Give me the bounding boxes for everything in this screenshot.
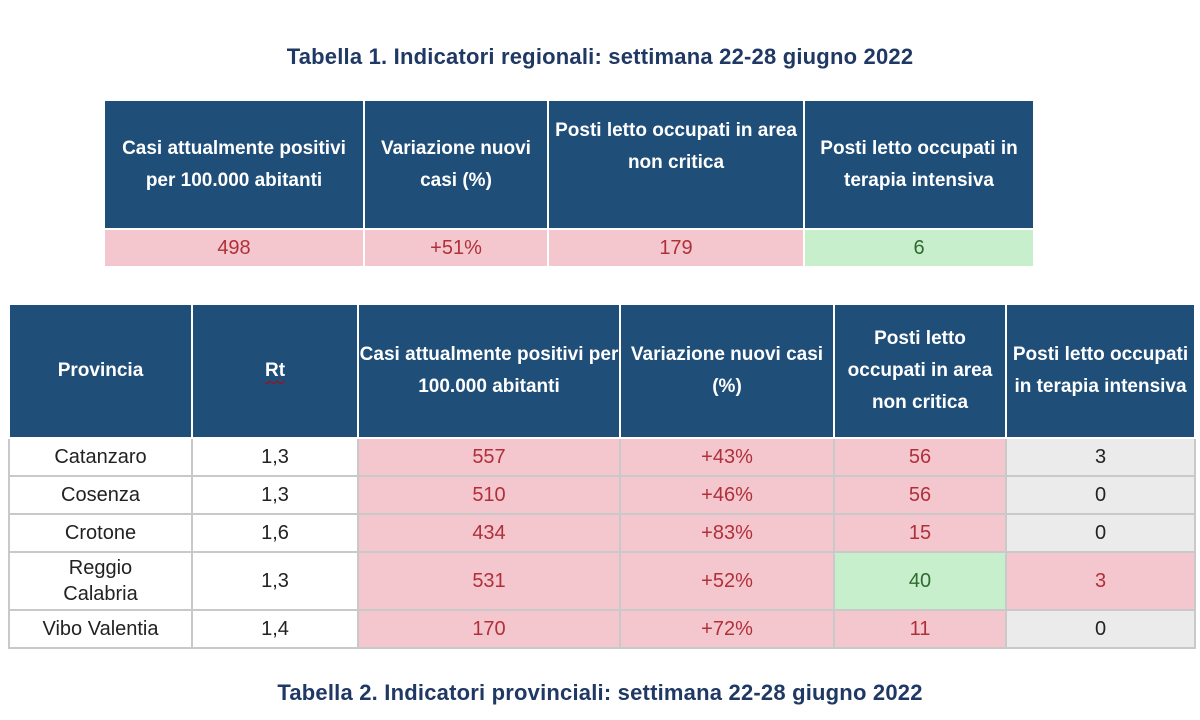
cell-rt: 1,4 xyxy=(191,609,359,649)
header-posti-non-critica: Posti letto occupati in area non critica xyxy=(833,303,1007,439)
cell-posti-terapia: 0 xyxy=(1005,609,1196,649)
value-posti-non-critica: 179 xyxy=(547,228,805,268)
cell-casi-positivi: 510 xyxy=(357,475,621,515)
cell-provincia: Vibo Valentia xyxy=(8,609,193,649)
cell-casi-positivi: 170 xyxy=(357,609,621,649)
header-posti-non-critica: Posti letto occupati in area non critica xyxy=(547,99,805,230)
header-casi-positivi: Casi attualmente positivi per 100.000 ab… xyxy=(357,303,621,439)
table-header-row: Provincia Rt Casi attualmente positivi p… xyxy=(8,303,1196,439)
header-variazione: Variazione nuovi casi (%) xyxy=(363,99,549,230)
value-casi-positivi: 498 xyxy=(103,228,365,268)
cell-posti-non-critica: 56 xyxy=(833,475,1007,515)
cell-provincia: Reggio Calabria xyxy=(8,551,193,611)
table-header-row: Casi attualmente positivi per 100.000 ab… xyxy=(103,99,1035,230)
table-row: 498 +51% 179 6 xyxy=(103,228,1035,268)
provincial-indicators-table: Provincia Rt Casi attualmente positivi p… xyxy=(8,303,1196,649)
cell-variazione: +52% xyxy=(619,551,835,611)
value-posti-terapia: 6 xyxy=(803,228,1035,268)
cell-provincia: Crotone xyxy=(8,513,193,553)
cell-posti-terapia: 3 xyxy=(1005,551,1196,611)
header-posti-terapia: Posti letto occupati in terapia intensiv… xyxy=(1005,303,1196,439)
cell-variazione: +43% xyxy=(619,437,835,477)
cell-casi-positivi: 557 xyxy=(357,437,621,477)
header-posti-terapia: Posti letto occupati in terapia intensiv… xyxy=(803,99,1035,230)
cell-rt: 1,3 xyxy=(191,551,359,611)
header-casi-positivi: Casi attualmente positivi per 100.000 ab… xyxy=(103,99,365,230)
cell-variazione: +46% xyxy=(619,475,835,515)
table2-title: Tabella 2. Indicatori provinciali: setti… xyxy=(277,680,923,705)
header-rt-label: Rt xyxy=(264,360,286,381)
cell-casi-positivi: 531 xyxy=(357,551,621,611)
cell-posti-non-critica: 11 xyxy=(833,609,1007,649)
value-variazione: +51% xyxy=(363,228,549,268)
cell-provincia-label: Reggio Calabria xyxy=(63,557,138,605)
cell-variazione: +72% xyxy=(619,609,835,649)
header-variazione: Variazione nuovi casi (%) xyxy=(619,303,835,439)
cell-posti-non-critica: 40 xyxy=(833,551,1007,611)
cell-variazione: +83% xyxy=(619,513,835,553)
table-row: Cosenza 1,3 510 +46% 56 0 xyxy=(8,475,1196,515)
header-provincia: Provincia xyxy=(8,303,193,439)
header-rt: Rt xyxy=(191,303,359,439)
cell-posti-non-critica: 56 xyxy=(833,437,1007,477)
cell-posti-terapia: 0 xyxy=(1005,475,1196,515)
table-row: Vibo Valentia 1,4 170 +72% 11 0 xyxy=(8,609,1196,649)
cell-casi-positivi: 434 xyxy=(357,513,621,553)
cell-posti-non-critica: 15 xyxy=(833,513,1007,553)
cell-provincia: Cosenza xyxy=(8,475,193,515)
cell-rt: 1,3 xyxy=(191,475,359,515)
table-row: Catanzaro 1,3 557 +43% 56 3 xyxy=(8,437,1196,477)
cell-posti-terapia: 3 xyxy=(1005,437,1196,477)
cell-posti-terapia: 0 xyxy=(1005,513,1196,553)
table1-title: Tabella 1. Indicatori regionali: settima… xyxy=(286,44,914,69)
cell-rt: 1,3 xyxy=(191,437,359,477)
cell-rt: 1,6 xyxy=(191,513,359,553)
table-row: Crotone 1,6 434 +83% 15 0 xyxy=(8,513,1196,553)
cell-provincia: Catanzaro xyxy=(8,437,193,477)
regional-indicators-table: Casi attualmente positivi per 100.000 ab… xyxy=(103,99,1035,268)
table-row: Reggio Calabria 1,3 531 +52% 40 3 xyxy=(8,551,1196,611)
